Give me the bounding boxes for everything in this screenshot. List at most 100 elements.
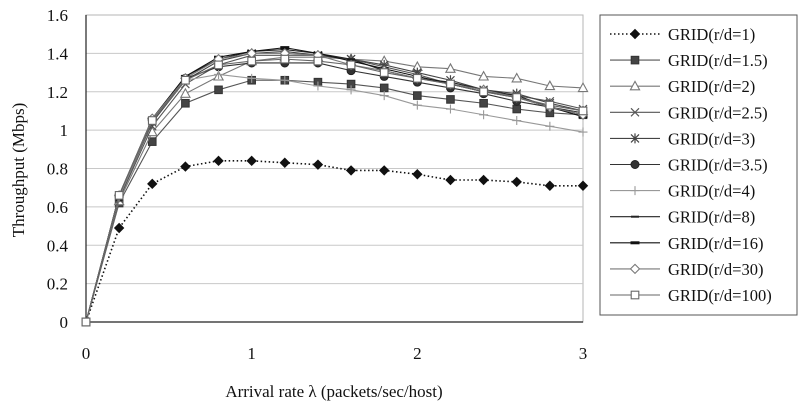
legend-entry: GRID(r/d=100) [610, 286, 772, 305]
data-point [413, 91, 422, 100]
y-tick-label: 1.6 [47, 6, 68, 25]
series-10 [81, 54, 588, 327]
x-tick-label: 0 [82, 344, 91, 363]
data-point [479, 110, 489, 120]
data-point [313, 56, 323, 66]
legend-entry: GRID(r/d=1) [610, 25, 755, 44]
legend-marker [629, 80, 641, 91]
data-point [478, 174, 489, 186]
series-line [85, 62, 584, 323]
data-point [247, 73, 257, 83]
legend-label: GRID(r/d=30) [668, 260, 763, 279]
legend-label: GRID(r/d=1.5) [668, 51, 768, 70]
data-point [379, 83, 389, 93]
data-point [214, 69, 224, 79]
data-point [81, 317, 91, 327]
data-point [445, 104, 455, 114]
legend-label: GRID(r/d=16) [668, 234, 763, 253]
legend-marker [630, 133, 640, 144]
data-point [412, 100, 422, 110]
legend-marker [630, 160, 640, 169]
legend-entry: GRID(r/d=3.5) [610, 156, 768, 175]
data-point [346, 60, 356, 70]
data-point [511, 72, 523, 83]
legend-marker [629, 28, 641, 40]
y-axis-title: Throughput (Mbps) [9, 103, 28, 238]
series-line [85, 58, 584, 323]
legend-entry: GRID(r/d=8) [610, 208, 755, 227]
data-point [512, 116, 522, 126]
data-point [479, 87, 488, 97]
data-point [180, 161, 191, 172]
y-tick-label: 1 [60, 121, 69, 140]
data-point [511, 176, 522, 188]
data-point [445, 174, 456, 186]
data-point [479, 98, 488, 108]
series-line [85, 56, 584, 323]
legend-label: GRID(r/d=2.5) [668, 103, 768, 122]
y-tick-label: 1.2 [47, 83, 68, 102]
data-point [412, 73, 422, 83]
data-point [114, 191, 124, 200]
legend-label: GRID(r/d=4) [668, 182, 755, 201]
data-point [545, 100, 555, 110]
data-point [181, 75, 190, 85]
data-point [577, 81, 589, 93]
data-point [181, 98, 190, 108]
data-point [214, 85, 223, 95]
y-tick-label: 1.4 [47, 44, 69, 63]
data-point [214, 60, 223, 70]
legend-marker [630, 290, 640, 300]
data-point [280, 75, 290, 85]
data-point [179, 87, 191, 98]
legend: GRID(r/d=1) GRID(r/d=1.5) GRID(r/d=2) GRID(… [599, 14, 798, 316]
data-point [544, 80, 556, 91]
data-point [378, 165, 390, 176]
data-point [446, 95, 455, 104]
x-axis-title: Arrival rate λ (packets/sec/host) [225, 382, 442, 401]
data-point [545, 121, 555, 131]
y-tick-label: 0.8 [47, 160, 68, 179]
legend-entry: GRID(r/d=16) [610, 234, 763, 253]
legend-entry: GRID(r/d=4) [610, 182, 755, 201]
axes: 0 0.2 0.4 0.6 0.8 1 1.2 1.4 1.6 0 1 2 3 [47, 6, 588, 363]
legend-entry: GRID(r/d=1.5) [610, 51, 768, 70]
data-point [346, 85, 356, 95]
data-point [412, 169, 423, 180]
data-point [312, 159, 324, 170]
legend-entry: GRID(r/d=2.5) [610, 103, 768, 122]
legend-label: GRID(r/d=3.5) [668, 156, 768, 175]
legend-entry: GRID(r/d=30) [610, 260, 763, 279]
data-point [512, 104, 522, 114]
data-point [147, 116, 157, 125]
series-lines [81, 46, 589, 327]
data-point [544, 180, 556, 191]
data-point [313, 81, 323, 91]
data-point [577, 180, 589, 191]
legend-label: GRID(r/d=3) [668, 129, 755, 148]
y-tick-label: 0.6 [47, 198, 68, 217]
data-point [379, 68, 389, 77]
data-point [246, 155, 257, 167]
legend-marker [629, 263, 641, 275]
series-line [85, 79, 584, 323]
y-tick-label: 0.2 [47, 275, 68, 294]
data-point [279, 157, 291, 168]
data-point [345, 165, 357, 176]
legend-entry: GRID(r/d=3) [610, 129, 755, 148]
data-point [444, 62, 456, 73]
legend-label: GRID(r/d=1) [668, 25, 755, 44]
data-point [147, 178, 158, 190]
data-point [512, 93, 522, 102]
series-line [85, 160, 583, 323]
data-point [578, 127, 588, 137]
data-point [280, 54, 290, 64]
data-point [213, 155, 224, 167]
data-point [147, 137, 157, 146]
y-tick-label: 0 [60, 313, 69, 332]
y-tick-label: 0.4 [47, 236, 69, 255]
legend-entry: GRID(r/d=2) [610, 77, 755, 96]
data-point [247, 56, 257, 66]
data-point [478, 70, 490, 81]
